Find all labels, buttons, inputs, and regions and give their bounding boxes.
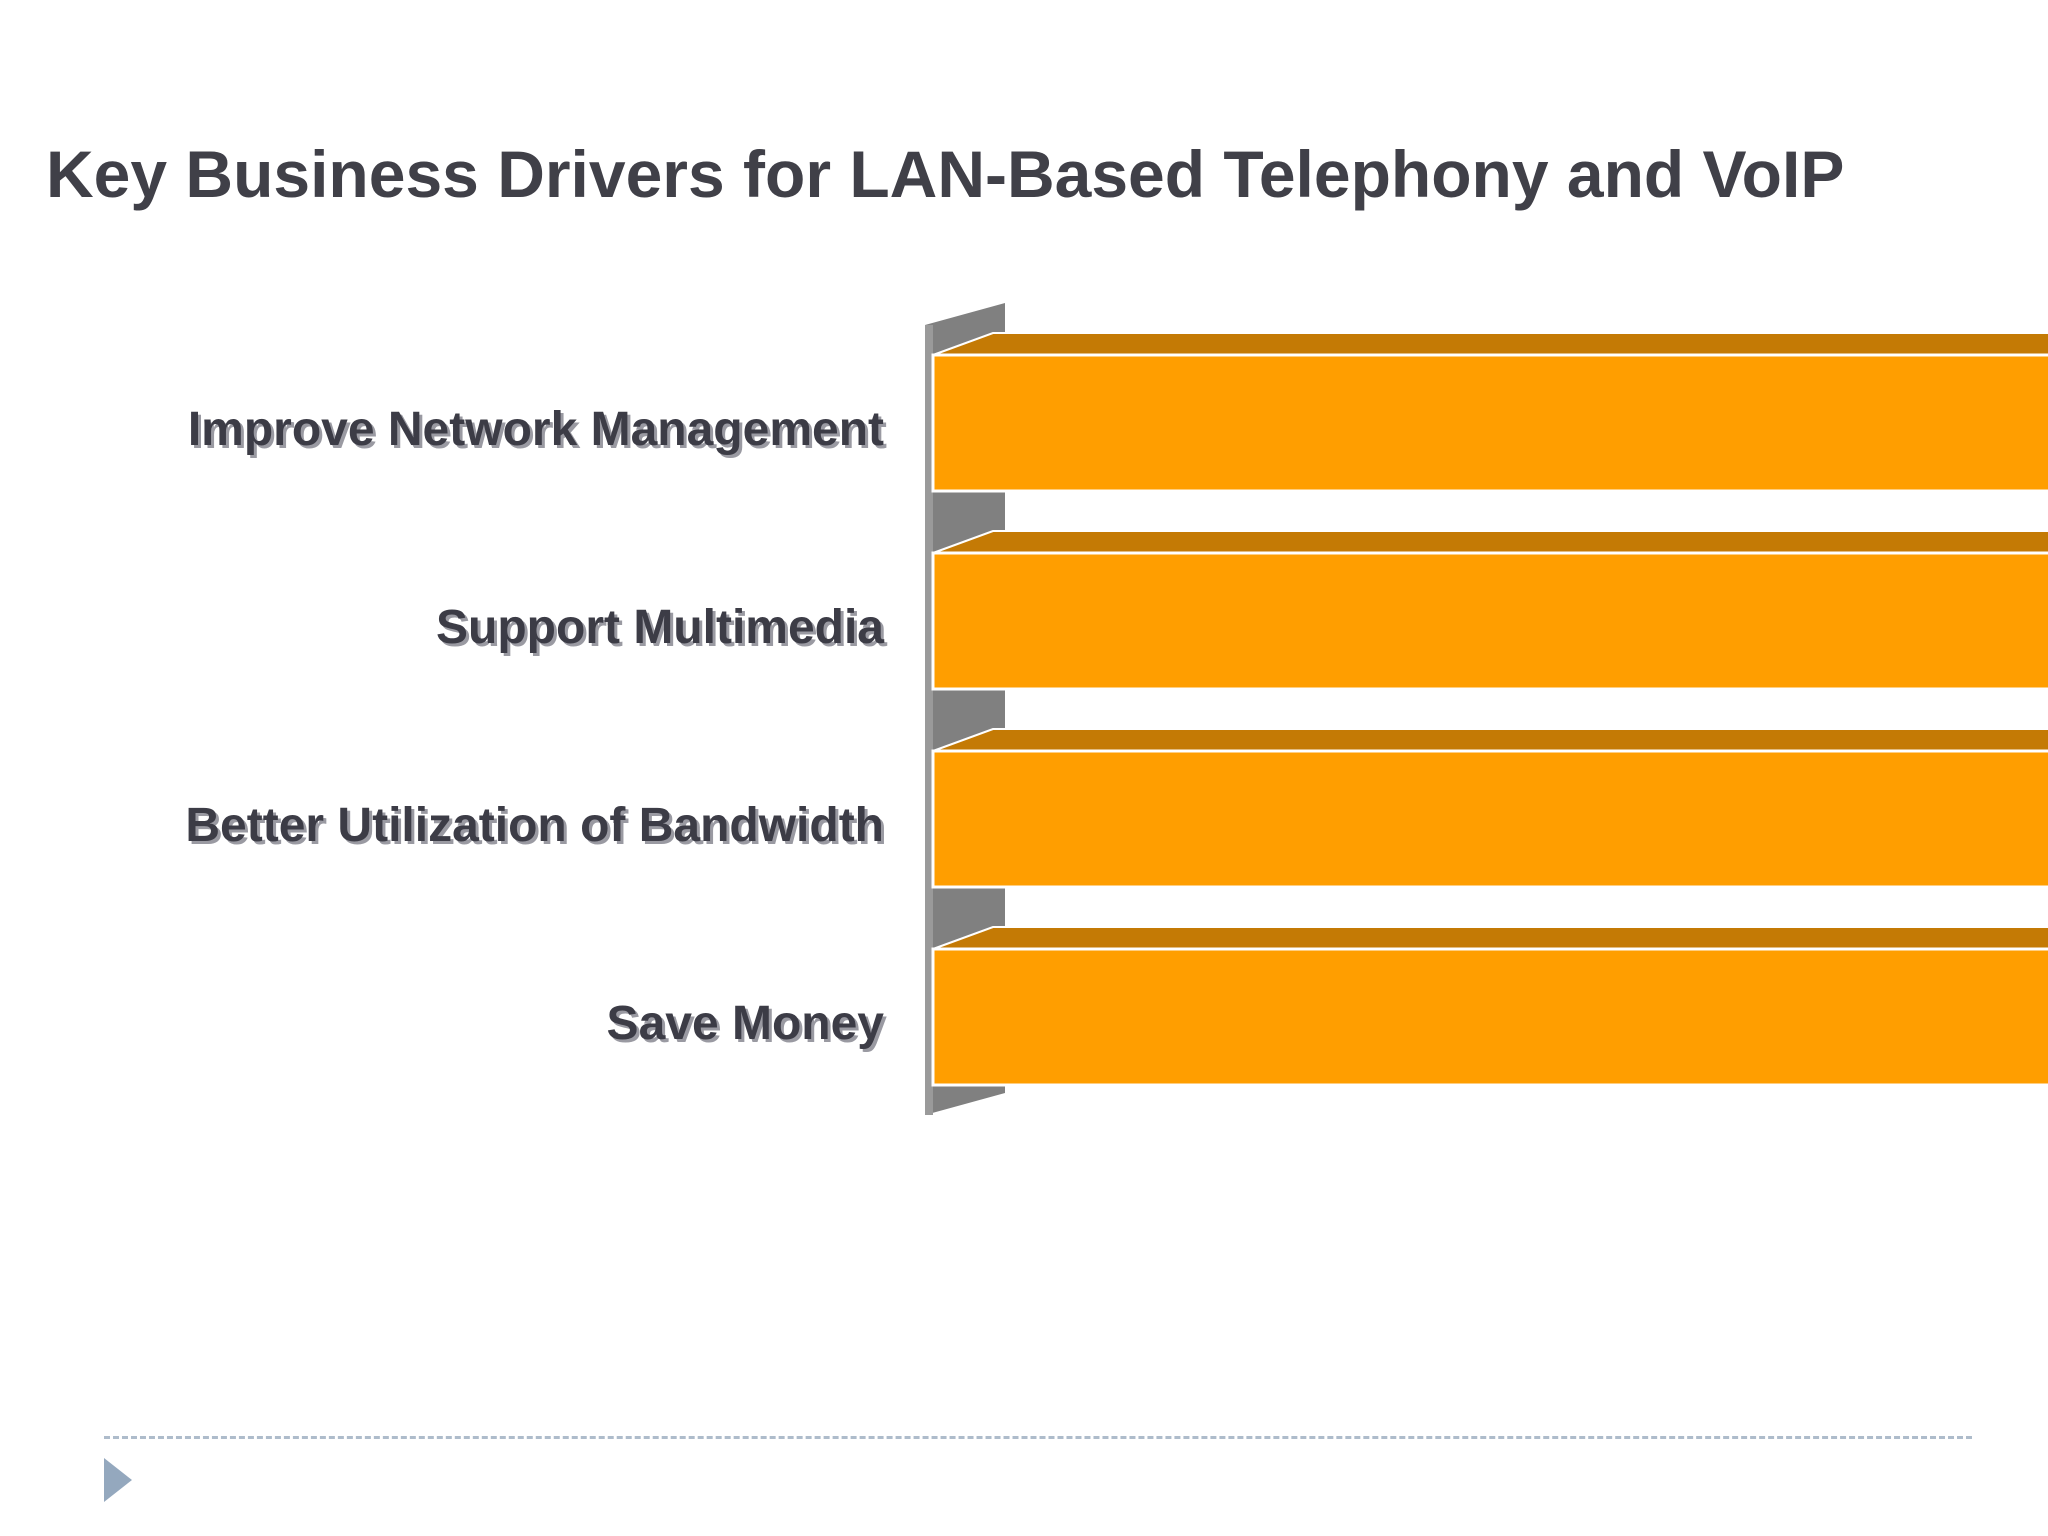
bar-front-face <box>931 353 2048 493</box>
axis-wall <box>925 303 1005 1115</box>
bars-group <box>931 332 2048 1087</box>
footer-divider <box>104 1436 1972 1439</box>
bar-front-face <box>931 551 2048 691</box>
category-label: Better Utilization of Bandwidth <box>185 799 884 852</box>
bar-top-face <box>932 728 2048 752</box>
axis-wall-group <box>925 303 1005 1115</box>
category-label-shadow: Better Utilization of Bandwidth <box>188 802 887 855</box>
bar-top-face <box>932 926 2048 950</box>
category-label-shadow: Save Money <box>610 1000 888 1053</box>
category-label: Improve Network Management <box>188 403 884 456</box>
bar-3 <box>931 728 2048 889</box>
slide-title: Key Business Drivers for LAN-Based Telep… <box>46 137 1845 211</box>
bar-1 <box>931 332 2048 493</box>
bar-top-face <box>932 530 2048 554</box>
category-label-shadow: Improve Network Management <box>191 406 887 459</box>
bar-top-face <box>932 332 2048 356</box>
triangle-right-icon <box>104 1458 132 1502</box>
axis-wall-edge <box>925 325 933 1115</box>
category-label: Save Money <box>607 997 885 1050</box>
bar-front-face <box>931 749 2048 889</box>
bar-front-face <box>931 947 2048 1087</box>
category-label-shadow: Support Multimedia <box>439 604 887 657</box>
bar-2 <box>931 530 2048 691</box>
category-label: Support Multimedia <box>436 601 884 654</box>
bar-4 <box>931 926 2048 1087</box>
